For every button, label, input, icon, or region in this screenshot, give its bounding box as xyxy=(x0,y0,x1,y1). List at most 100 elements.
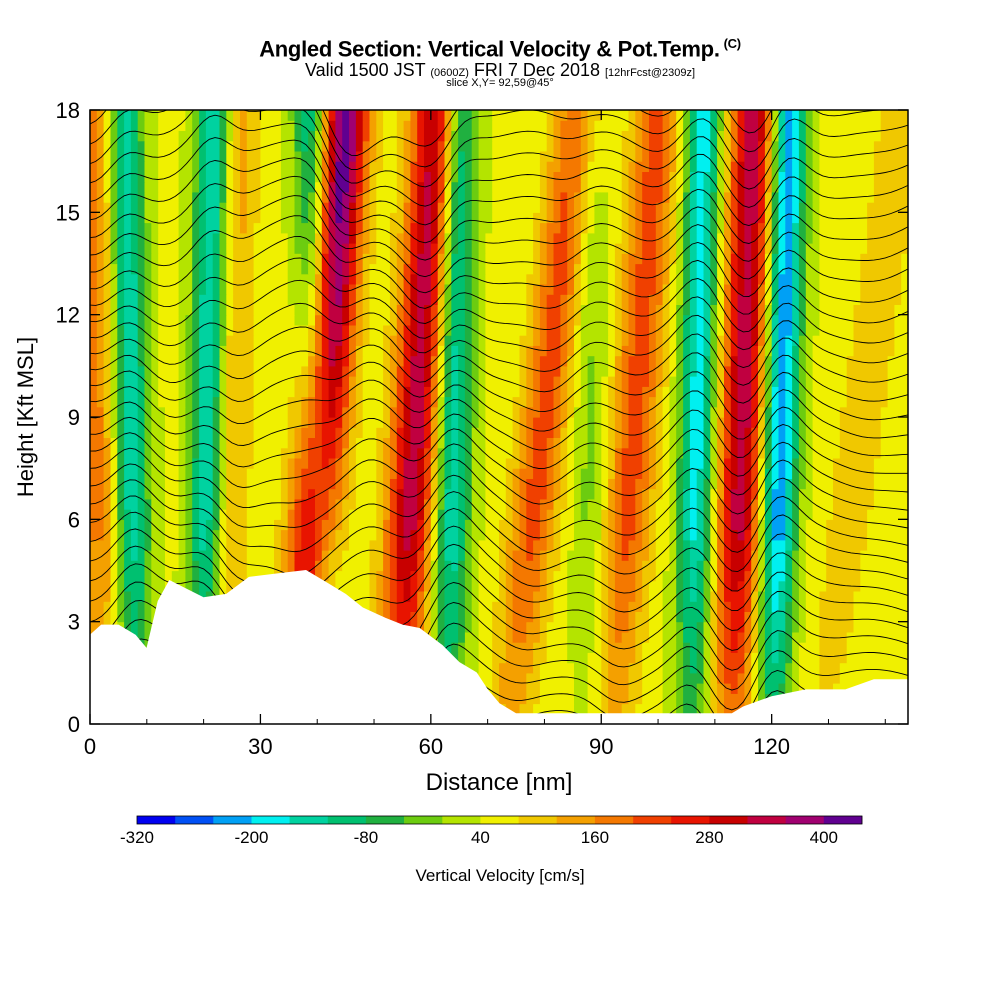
velocity-cell xyxy=(464,324,473,336)
velocity-cell xyxy=(417,376,425,387)
velocity-cell xyxy=(805,488,814,500)
velocity-cell xyxy=(233,335,241,346)
velocity-cell xyxy=(798,529,807,541)
velocity-cell xyxy=(424,570,432,582)
velocity-cell xyxy=(567,314,575,326)
velocity-cell xyxy=(778,519,786,531)
velocity-cell xyxy=(635,560,643,572)
velocity-cell xyxy=(151,386,159,398)
velocity-cell xyxy=(737,345,745,357)
velocity-cell xyxy=(178,457,186,469)
velocity-cell xyxy=(567,529,575,541)
velocity-cell xyxy=(628,457,636,469)
velocity-cell xyxy=(724,672,732,684)
velocity-cell xyxy=(492,314,500,326)
velocity-cell xyxy=(287,550,296,561)
velocity-cell xyxy=(744,365,752,377)
velocity-cell xyxy=(205,580,214,592)
velocity-cell xyxy=(219,457,227,469)
velocity-cell xyxy=(464,570,473,582)
velocity-cell xyxy=(696,601,705,612)
velocity-cell xyxy=(580,519,589,531)
velocity-cell xyxy=(798,591,807,602)
velocity-cell xyxy=(178,570,186,582)
velocity-cell xyxy=(137,560,146,572)
velocity-cell xyxy=(103,324,111,336)
velocity-cell xyxy=(608,406,616,418)
velocity-cell xyxy=(703,519,711,531)
velocity-cell xyxy=(901,478,908,490)
velocity-cell xyxy=(819,355,827,367)
velocity-cell xyxy=(376,355,384,367)
velocity-cell xyxy=(635,580,643,592)
velocity-cell xyxy=(683,498,691,510)
velocity-cell xyxy=(124,345,132,357)
velocity-cell xyxy=(519,570,527,582)
velocity-cell xyxy=(355,580,364,592)
velocity-cell xyxy=(444,365,452,377)
velocity-cell xyxy=(628,304,636,316)
velocity-cell xyxy=(826,335,834,346)
velocity-cell xyxy=(853,417,861,428)
velocity-cell xyxy=(458,355,466,367)
velocity-cell xyxy=(274,304,282,316)
velocity-cell xyxy=(792,611,800,623)
velocity-cell xyxy=(873,386,882,398)
velocity-cell xyxy=(737,683,745,694)
velocity-cell xyxy=(458,376,466,387)
velocity-cell xyxy=(526,550,534,561)
velocity-cell xyxy=(308,294,316,305)
velocity-cell xyxy=(267,457,275,469)
velocity-cell xyxy=(444,437,452,449)
velocity-cell xyxy=(533,652,541,664)
velocity-cell xyxy=(253,437,261,449)
velocity-cell xyxy=(683,693,691,705)
velocity-cell xyxy=(519,662,527,674)
velocity-cell xyxy=(873,631,882,643)
velocity-cell xyxy=(233,498,241,510)
velocity-cell xyxy=(403,570,411,582)
velocity-cell xyxy=(178,560,186,572)
velocity-cell xyxy=(185,529,193,541)
velocity-cell xyxy=(621,314,630,326)
velocity-cell xyxy=(710,457,718,469)
velocity-cell xyxy=(396,457,405,469)
velocity-cell xyxy=(349,498,357,510)
velocity-cell xyxy=(601,652,609,664)
velocity-cell xyxy=(649,652,657,664)
velocity-cell xyxy=(315,427,323,438)
velocity-cell xyxy=(655,386,664,398)
velocity-cell xyxy=(683,386,691,398)
velocity-cell xyxy=(649,570,657,582)
velocity-cell xyxy=(826,314,834,326)
velocity-cell xyxy=(546,335,555,346)
velocity-cell xyxy=(464,437,473,449)
velocity-cell xyxy=(492,550,500,561)
velocity-cell xyxy=(362,488,371,500)
velocity-cell xyxy=(826,427,834,438)
velocity-cell xyxy=(526,529,534,541)
velocity-cell xyxy=(696,447,705,459)
velocity-cell xyxy=(608,396,616,408)
velocity-cell xyxy=(171,365,180,377)
velocity-cell xyxy=(471,498,480,510)
velocity-cell xyxy=(546,662,555,674)
velocity-cell xyxy=(628,529,636,541)
velocity-cell xyxy=(901,642,908,653)
velocity-cell xyxy=(403,457,411,469)
velocity-cell xyxy=(887,498,895,510)
velocity-cell xyxy=(560,498,568,510)
velocity-cell xyxy=(655,447,664,459)
velocity-cell xyxy=(642,580,650,592)
velocity-cell xyxy=(492,580,500,592)
velocity-cell xyxy=(444,519,452,531)
velocity-cell xyxy=(389,611,398,623)
velocity-cell xyxy=(655,621,664,633)
velocity-cell xyxy=(342,468,350,479)
velocity-cell xyxy=(635,314,643,326)
velocity-cell xyxy=(165,335,173,346)
velocity-cell xyxy=(185,437,193,449)
velocity-cell xyxy=(853,335,861,346)
velocity-cell xyxy=(703,406,711,418)
velocity-cell xyxy=(396,335,405,346)
